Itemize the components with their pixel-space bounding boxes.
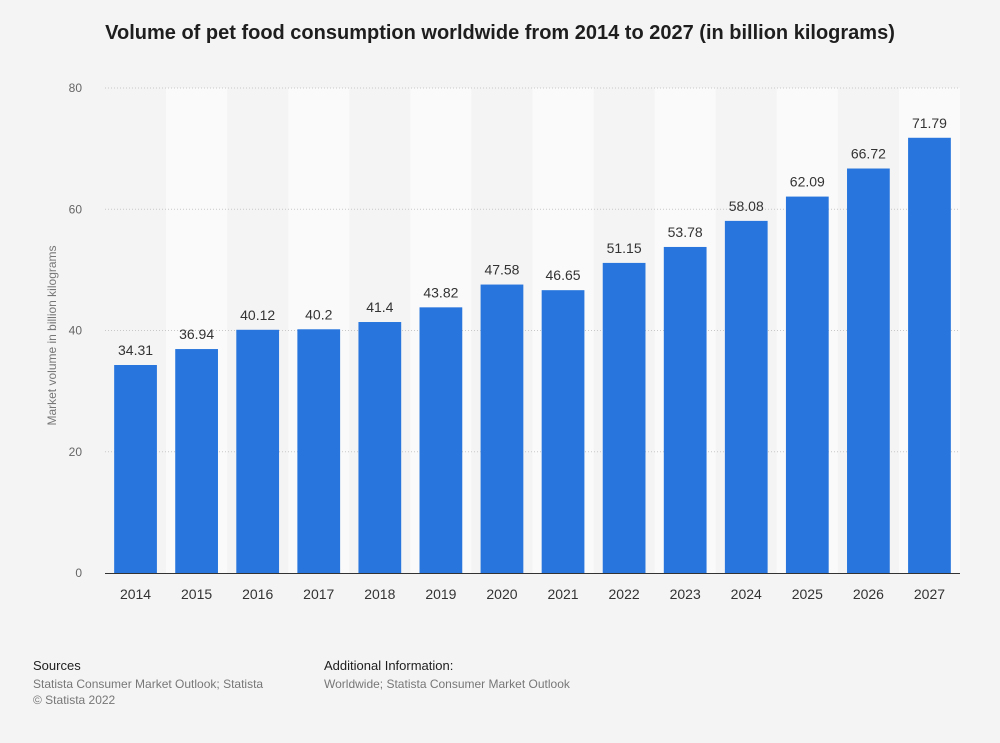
data-label: 43.82 [423,284,458,300]
y-tick-label: 20 [69,445,83,459]
y-axis-ticks: 0 20 40 60 80 [69,81,83,580]
bars [114,137,951,574]
x-axis-ticks: 2014 2015 2016 2017 2018 2019 2020 2021 2022 2023… [120,586,945,602]
data-label: 34.31 [118,342,153,358]
x-tick-label: 2024 [731,586,762,602]
x-tick-label: 2014 [120,586,151,602]
data-label: 36.94 [179,326,214,342]
data-label: 40.12 [240,307,275,323]
x-tick-label: 2022 [609,586,640,602]
y-tick-label: 60 [69,202,83,216]
bar [785,196,829,573]
bar [114,364,157,573]
value-labels: 34.31 36.94 40.12 40.2 41.4 43.82 47.58 46.65 51… [118,115,947,358]
additional-info-heading: Additional Information: [324,658,454,673]
y-tick-label: 80 [69,81,83,95]
bar-chart: 0 20 40 60 80 34.31 36.94 40.12 40.2 41.4 43.82 47… [45,81,960,602]
sources-heading: Sources [33,658,81,673]
y-axis-label: Market volume in billion kilograms [45,245,59,425]
x-tick-label: 2018 [364,586,395,602]
bar [847,168,890,573]
bar [602,262,646,573]
copyright-line: © Statista 2022 [33,693,116,707]
bar [663,246,707,574]
x-tick-label: 2015 [181,586,212,602]
x-tick-label: 2016 [242,586,273,602]
sources-block: Sources Statista Consumer Market Outlook… [33,658,263,708]
data-label: 53.78 [668,224,703,240]
data-label: 47.58 [484,262,519,278]
x-tick-label: 2021 [547,586,578,602]
data-label: 46.65 [546,267,581,283]
bar [175,349,218,573]
y-tick-label: 40 [69,324,83,338]
bar [358,322,402,573]
sources-line: Statista Consumer Market Outlook; Statis… [33,677,264,691]
x-tick-label: 2019 [425,586,456,602]
y-tick-label: 0 [75,566,82,580]
additional-info-line: Worldwide; Statista Consumer Market Outl… [324,677,570,691]
bar [541,290,585,573]
data-label: 51.15 [607,240,642,256]
x-tick-label: 2023 [670,586,701,602]
data-label: 58.08 [729,198,764,214]
data-label: 71.79 [912,115,947,131]
additional-info-block: Additional Information: Worldwide; Stati… [324,658,570,692]
x-tick-label: 2026 [853,586,884,602]
bar [297,329,341,573]
chart-title: Volume of pet food consumption worldwide… [105,22,895,44]
bar [236,329,280,573]
bar [908,137,951,573]
bar [480,284,524,573]
data-label: 62.09 [790,174,825,190]
data-label: 66.72 [851,146,886,162]
bar [419,307,463,573]
x-tick-label: 2027 [914,586,945,602]
data-label: 41.4 [366,299,393,315]
x-tick-label: 2025 [792,586,823,602]
data-label: 40.2 [305,306,332,322]
x-tick-label: 2020 [486,586,517,602]
bar [724,220,768,573]
x-tick-label: 2017 [303,586,334,602]
